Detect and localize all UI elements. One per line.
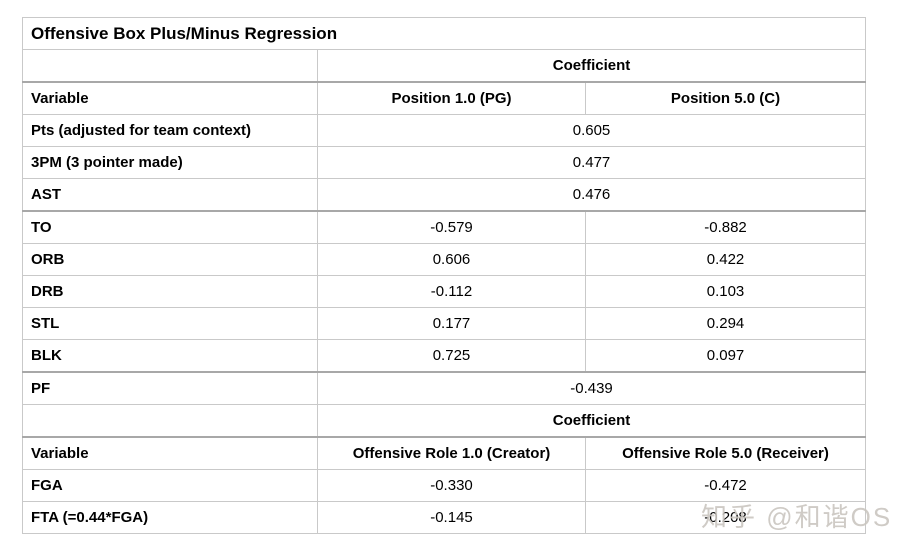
row-label: BLK [22,339,318,373]
value-cell-c: 0.097 [584,339,867,373]
row-label: FTA (=0.44*FGA) [22,501,318,534]
value-cell-pg: 0.177 [317,307,586,340]
table-row: AST 0.476 [22,178,867,212]
value-cell-creator: -0.145 [317,501,586,534]
table-row: Variable Position 1.0 (PG) Position 5.0 … [22,81,867,115]
row-label: DRB [22,275,318,308]
column-header-position-c: Position 5.0 (C) [584,81,867,115]
empty-cell [22,49,318,83]
table-row: 3PM (3 pointer made) 0.477 [22,146,867,179]
value-cell-pg: 0.725 [317,339,586,373]
table-row: STL 0.177 0.294 [22,307,867,340]
coefficient-band-header: Coefficient [316,49,867,83]
row-label: STL [22,307,318,340]
row-label: PF [22,371,318,405]
value-cell-c: 0.294 [584,307,867,340]
variable-header-cell: Variable [22,436,318,470]
merged-value-cell: 0.605 [316,114,867,147]
table-row: Variable Offensive Role 1.0 (Creator) Of… [22,436,867,470]
table-row: BLK 0.725 0.097 [22,339,867,373]
table-row: Coefficient [22,404,867,438]
merged-value-cell: -0.439 [316,371,867,405]
empty-cell [22,404,318,438]
row-label: AST [22,178,318,212]
variable-header-cell: Variable [22,81,318,115]
merged-value-cell: 0.476 [316,178,867,212]
table-row: Pts (adjusted for team context) 0.605 [22,114,867,147]
value-cell-c: 0.103 [584,275,867,308]
column-header-role-receiver: Offensive Role 5.0 (Receiver) [584,436,867,470]
value-cell-c: -0.882 [584,210,867,244]
merged-value-cell: 0.477 [316,146,867,179]
table-row: Offensive Box Plus/Minus Regression [21,17,867,50]
table-row: Coefficient [22,49,867,83]
regression-table: Offensive Box Plus/Minus Regression Coef… [21,17,867,534]
table-row: ORB 0.606 0.422 [22,243,867,276]
table-row: FTA (=0.44*FGA) -0.145 -0.208 [22,501,867,534]
row-label: ORB [22,243,318,276]
row-label: 3PM (3 pointer made) [22,146,318,179]
table-row: TO -0.579 -0.882 [22,210,867,244]
table-row: PF -0.439 [22,371,867,405]
table-title: Offensive Box Plus/Minus Regression [21,17,867,50]
value-cell-pg: 0.606 [317,243,586,276]
zhihu-watermark: 知乎 @和谐OS [701,502,893,532]
row-label: TO [22,210,318,244]
value-cell-pg: -0.112 [317,275,586,308]
value-cell-c: 0.422 [584,243,867,276]
value-cell-creator: -0.330 [317,469,586,502]
column-header-position-pg: Position 1.0 (PG) [317,81,586,115]
coefficient-band-header: Coefficient [316,404,867,438]
row-label: Pts (adjusted for team context) [22,114,318,147]
table-row: FGA -0.330 -0.472 [22,469,867,502]
value-cell-pg: -0.579 [317,210,586,244]
table-row: DRB -0.112 0.103 [22,275,867,308]
column-header-role-creator: Offensive Role 1.0 (Creator) [317,436,586,470]
value-cell-receiver: -0.208 [584,501,867,534]
row-label: FGA [22,469,318,502]
